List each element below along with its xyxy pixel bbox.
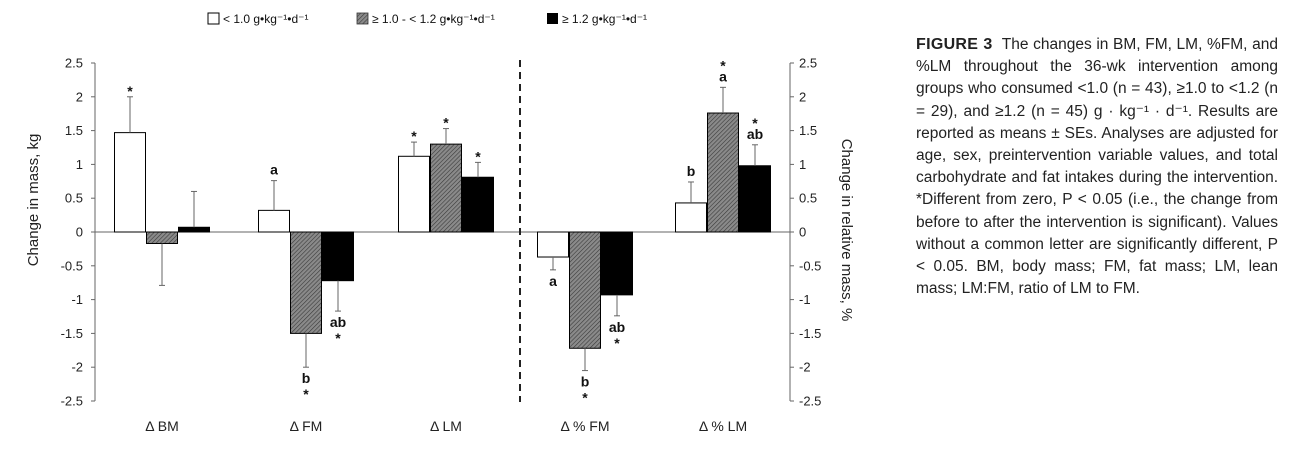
y-tick-label-right: -1	[799, 292, 811, 307]
y-tick-label-left: 0	[76, 225, 83, 240]
bars-layer	[114, 86, 771, 372]
significance-letter: ab	[747, 126, 763, 142]
bar-2	[430, 143, 462, 233]
x-category-label: Δ % LM	[699, 418, 747, 434]
significance-star: *	[335, 330, 341, 346]
significance-letter: b	[687, 163, 696, 179]
y-tick-label-right: -2.5	[799, 394, 821, 409]
y-tick-label-left: -2	[71, 360, 83, 375]
bar-2	[569, 231, 601, 349]
labels-layer: Δ BM Δ FM Δ LM Δ % FM Δ % LM*a*abb**b*a*ab**…	[127, 57, 763, 434]
y-tick-label-right: 0	[799, 225, 806, 240]
y-axis-right-title: Change in relative mass, %	[838, 139, 855, 322]
bar-1	[398, 155, 430, 233]
legend-swatch-group3	[547, 13, 558, 24]
y-tick-label-right: -1.5	[799, 326, 821, 341]
significance-letter: ab	[330, 314, 346, 330]
legend-swatch-group2	[356, 12, 369, 25]
significance-letter: a	[549, 273, 557, 289]
legend-label-group2: ≥ 1.0 - < 1.2 g•kg⁻¹•d⁻¹	[372, 12, 495, 26]
y-tick-label-left: 1	[76, 157, 83, 172]
axes: 2.5 2.5 2 2 1.5 1.5 1 1 0.5 0.5 0 0 -0.5 -0.5 -1 -1 -1.5…	[61, 56, 822, 409]
caption-text: The changes in BM, FM, LM, %FM, and %LM …	[916, 36, 1278, 298]
y-tick-label-right: 1	[799, 157, 806, 172]
significance-letter: b	[581, 374, 590, 390]
significance-star: *	[475, 148, 481, 164]
bar-1	[258, 209, 290, 233]
figure-caption: FIGURE 3 The changes in BM, FM, LM, %FM,…	[916, 34, 1278, 300]
y-tick-label-right: -0.5	[799, 258, 821, 273]
bar-1	[537, 231, 569, 258]
y-tick-label-left: 2	[76, 89, 83, 104]
y-tick-label-left: -1.5	[61, 326, 83, 341]
significance-letter: a	[270, 162, 278, 178]
significance-letter: ab	[609, 319, 625, 335]
legend: < 1.0 g•kg⁻¹•d⁻¹ ≥ 1.0 - < 1.2 g•kg⁻¹•d⁻…	[207, 12, 647, 26]
y-tick-label-left: 2.5	[65, 56, 83, 71]
bar-2	[707, 112, 739, 233]
bar-3	[178, 226, 210, 233]
y-tick-label-left: 1.5	[65, 123, 83, 138]
y-tick-label-right: 2.5	[799, 56, 817, 71]
bar-1	[114, 132, 146, 233]
y-tick-label-right: 2	[799, 89, 806, 104]
x-category-label: Δ BM	[145, 418, 178, 434]
bar-3	[322, 231, 354, 282]
bar-chart: < 1.0 g•kg⁻¹•d⁻¹ ≥ 1.0 - < 1.2 g•kg⁻¹•d⁻…	[25, 12, 855, 434]
bar-3	[462, 176, 494, 233]
bar-2	[146, 231, 178, 244]
y-tick-label-left: -0.5	[61, 258, 83, 273]
y-tick-label-left: -1	[71, 292, 83, 307]
legend-label-group3: ≥ 1.2 g•kg⁻¹•d⁻¹	[562, 12, 647, 26]
y-tick-label-right: 0.5	[799, 191, 817, 206]
y-tick-label-left: 0.5	[65, 191, 83, 206]
legend-swatch-group1	[207, 12, 220, 25]
figure-label: FIGURE 3	[916, 36, 993, 53]
significance-star: *	[127, 83, 133, 99]
y-tick-label-right: -2	[799, 360, 811, 375]
significance-star: *	[443, 115, 449, 131]
significance-letter: b	[302, 370, 311, 386]
y-tick-label-left: -2.5	[61, 394, 83, 409]
bar-1	[675, 202, 707, 233]
significance-letter: a	[719, 68, 727, 84]
significance-star: *	[582, 390, 588, 406]
bar-2	[290, 231, 322, 334]
y-axis-left-title: Change in mass, kg	[25, 134, 42, 267]
bar-3	[739, 165, 771, 233]
legend-label-group1: < 1.0 g•kg⁻¹•d⁻¹	[223, 12, 308, 26]
x-category-label: Δ FM	[290, 418, 323, 434]
x-category-label: Δ LM	[430, 418, 462, 434]
bar-3	[601, 231, 633, 296]
significance-star: *	[303, 386, 309, 402]
significance-star: *	[752, 115, 758, 131]
significance-star: *	[411, 128, 417, 144]
significance-star: *	[614, 335, 620, 351]
x-category-label: Δ % FM	[560, 418, 609, 434]
significance-star: *	[720, 57, 726, 73]
y-tick-label-right: 1.5	[799, 123, 817, 138]
